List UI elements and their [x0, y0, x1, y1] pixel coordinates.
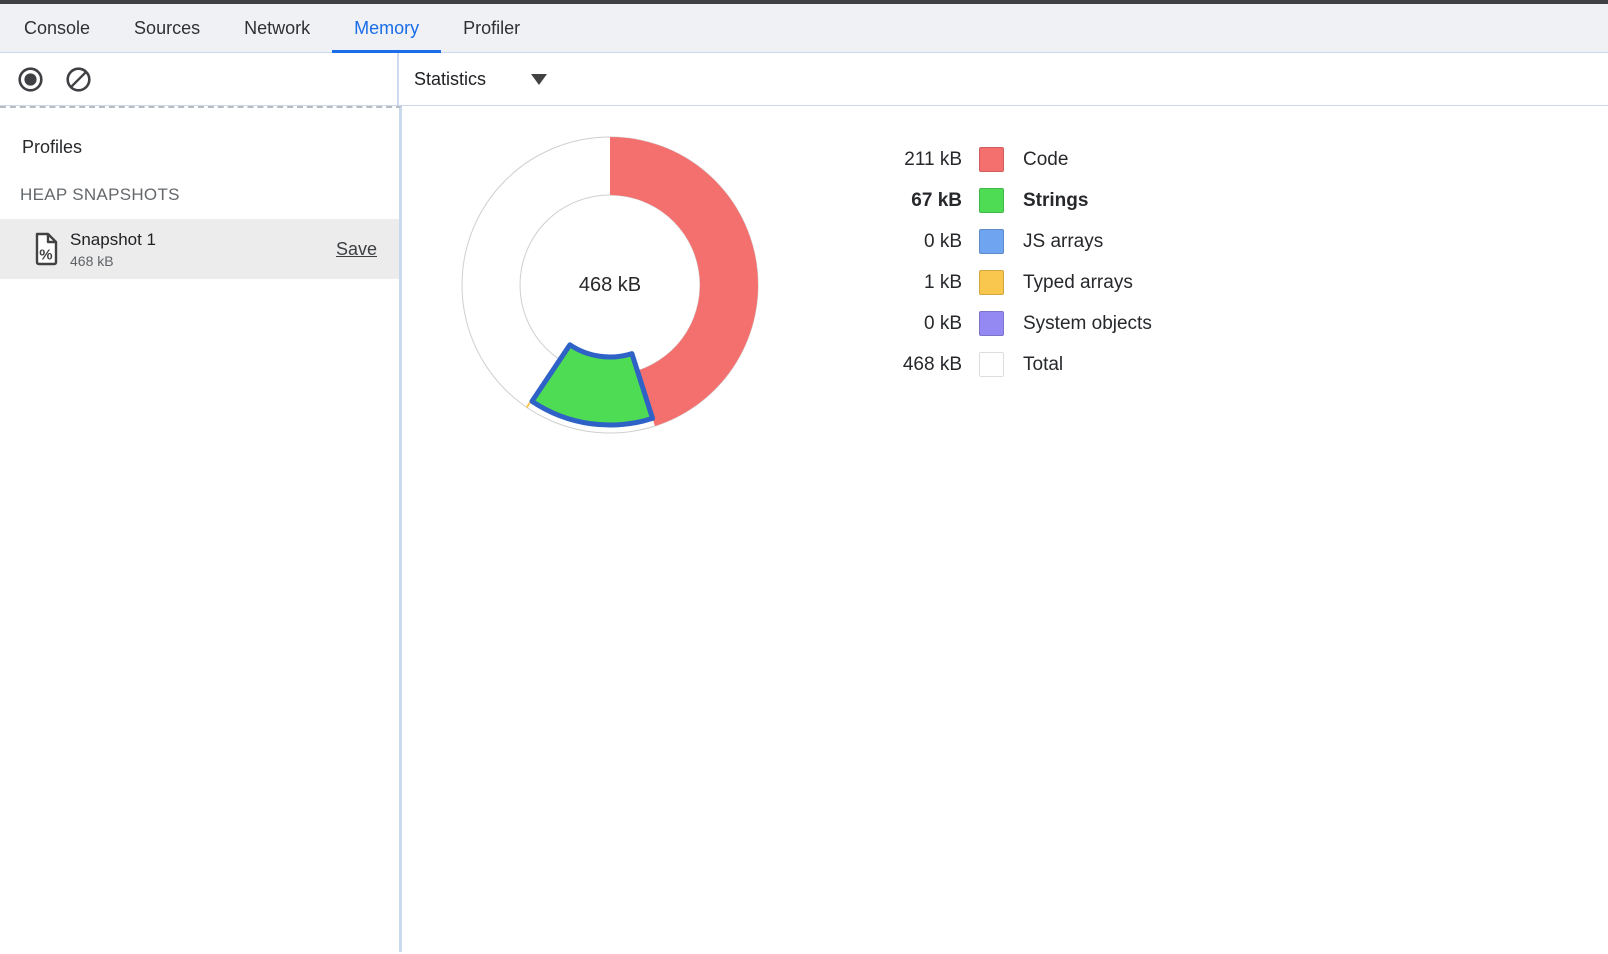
legend-value: 211 kB — [904, 148, 962, 170]
donut-ring-outline — [519, 194, 701, 376]
legend-label: Total — [1023, 353, 1064, 375]
legend-value: 67 kB — [911, 189, 962, 211]
tab-memory-label: Memory — [354, 17, 420, 38]
perspective-toolbar: Statistics — [399, 53, 1608, 105]
donut-slice-code[interactable] — [610, 137, 759, 426]
devtools-tabbar: Console Sources Network Memory Profiler — [0, 4, 1608, 53]
perspective-select[interactable]: Statistics — [414, 68, 548, 90]
snapshot-info: Snapshot 1 468 kB — [70, 230, 156, 269]
tab-memory[interactable]: Memory — [332, 4, 442, 53]
window-top-edge — [0, 0, 1608, 4]
legend-label: System objects — [1023, 312, 1152, 334]
donut-chart-svg — [461, 136, 759, 434]
heap-snapshots-section-header: HEAP SNAPSHOTS — [20, 185, 180, 204]
snapshot-list-item[interactable]: % Snapshot 1 468 kB Save — [0, 219, 399, 279]
legend-swatch — [979, 188, 1004, 213]
chart-legend: 211 kB Code 67 kB Strings 0 kB JS arrays 1 kB T… — [872, 139, 1152, 385]
legend-label: JS arrays — [1023, 230, 1104, 252]
legend-label: Typed arrays — [1023, 271, 1133, 293]
legend-row-total[interactable]: 468 kB Total — [872, 344, 1152, 385]
snapshot-name: Snapshot 1 — [70, 229, 157, 249]
legend-swatch — [979, 311, 1004, 336]
heap-snapshot-file-icon: % — [35, 232, 58, 266]
tab-network[interactable]: Network — [244, 17, 311, 38]
legend-row-typed-arrays[interactable]: 1 kB Typed arrays — [872, 262, 1152, 303]
statistics-panel: 468 kB 211 kB Code 67 kB Strings 0 kB JS arra… — [402, 106, 1608, 952]
legend-value: 0 kB — [923, 312, 962, 334]
clear-profiles-icon[interactable] — [65, 66, 92, 93]
legend-row-system-objects[interactable]: 0 kB System objects — [872, 303, 1152, 344]
heap-statistics-donut-chart: 468 kB — [460, 135, 760, 435]
tab-sources[interactable]: Sources — [134, 17, 201, 38]
record-heap-snapshot-icon[interactable] — [17, 66, 44, 93]
legend-value: 0 kB — [923, 230, 962, 252]
legend-swatch — [979, 352, 1004, 377]
legend-swatch — [979, 270, 1004, 295]
active-tab-underline — [332, 50, 442, 53]
legend-row-strings[interactable]: 67 kB Strings — [872, 180, 1152, 221]
tab-console[interactable]: Console — [24, 17, 91, 38]
chevron-down-icon — [531, 73, 548, 85]
sidebar-title: Profiles — [22, 137, 83, 157]
profiles-toolbar — [0, 53, 399, 105]
memory-toolbar: Statistics — [0, 53, 1608, 106]
snapshot-size: 468 kB — [70, 252, 114, 269]
panel-body: Profiles HEAP SNAPSHOTS % Snapshot 1 468… — [0, 106, 1608, 952]
legend-value: 1 kB — [923, 271, 962, 293]
legend-row-code[interactable]: 211 kB Code — [872, 139, 1152, 180]
legend-label: Strings — [1023, 189, 1089, 211]
legend-swatch — [979, 229, 1004, 254]
profiles-sidebar: Profiles HEAP SNAPSHOTS % Snapshot 1 468… — [0, 106, 402, 952]
donut-slice-strings[interactable] — [529, 342, 656, 428]
svg-text:%: % — [39, 247, 52, 264]
legend-label: Code — [1023, 148, 1069, 170]
legend-swatch — [979, 147, 1004, 172]
legend-row-js-arrays[interactable]: 0 kB JS arrays — [872, 221, 1152, 262]
legend-value: 468 kB — [902, 353, 962, 375]
save-snapshot-link[interactable]: Save — [335, 238, 377, 259]
tab-profiler[interactable]: Profiler — [463, 17, 521, 38]
perspective-select-label: Statistics — [414, 68, 487, 89]
